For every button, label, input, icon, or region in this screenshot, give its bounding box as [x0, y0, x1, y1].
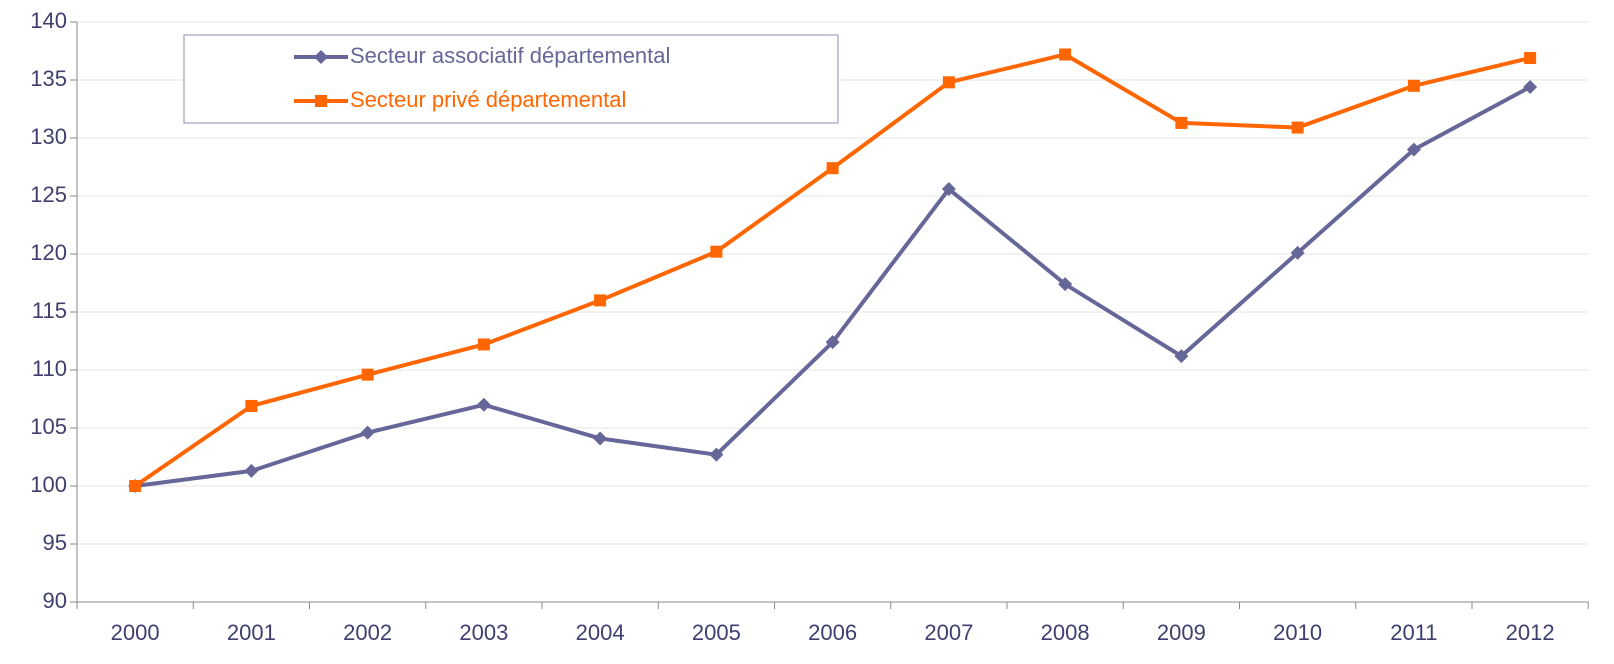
marker [826, 162, 839, 175]
x-tick-label: 2001 [227, 620, 276, 645]
marker [594, 294, 607, 307]
marker [314, 50, 328, 64]
x-tick-label: 2011 [1390, 620, 1437, 645]
marker [941, 182, 956, 197]
marker [1175, 116, 1188, 129]
y-tick-label: 135 [30, 66, 67, 91]
x-tick-label: 2005 [692, 620, 741, 645]
marker [244, 463, 259, 478]
y-tick-label: 115 [32, 298, 67, 323]
x-tick-label: 2008 [1041, 620, 1090, 645]
y-tick-label: 120 [30, 240, 67, 265]
marker [1406, 142, 1421, 157]
y-tick-label: 140 [30, 8, 67, 33]
marker [1058, 277, 1073, 292]
marker [360, 425, 375, 440]
legend-label: Secteur associatif départemental [350, 43, 670, 68]
x-tick-label: 2000 [111, 620, 160, 645]
y-tick-label: 110 [32, 356, 67, 381]
y-tick-label: 125 [30, 182, 67, 207]
marker [245, 399, 258, 412]
marker [1523, 79, 1538, 94]
x-tick-label: 2003 [459, 620, 508, 645]
x-tick-label: 2002 [343, 620, 392, 645]
x-tick-label: 2006 [808, 620, 857, 645]
marker [710, 245, 723, 258]
marker [709, 447, 724, 462]
y-tick-label: 105 [30, 414, 67, 439]
x-tick-label: 2004 [576, 620, 625, 645]
marker [476, 397, 491, 412]
marker [129, 480, 142, 492]
series-line [134, 85, 1532, 488]
marker [1524, 51, 1537, 64]
x-tick-label: 2012 [1506, 620, 1555, 645]
marker [825, 335, 840, 350]
marker [1174, 349, 1189, 364]
marker [315, 95, 327, 107]
marker [1059, 48, 1072, 61]
x-tick-label: 2010 [1273, 620, 1322, 645]
x-tick-label: 2009 [1157, 620, 1206, 645]
marker [942, 76, 955, 89]
y-tick-label: 95 [43, 530, 67, 555]
marker [1291, 121, 1304, 134]
marker [361, 368, 374, 381]
legend-box [183, 34, 839, 124]
marker [477, 338, 490, 351]
marker [1407, 79, 1420, 92]
marker [1290, 245, 1305, 260]
marker [593, 431, 608, 446]
y-tick-label: 90 [43, 588, 67, 613]
legend-label: Secteur privé départemental [350, 87, 626, 112]
x-tick-label: 2007 [924, 620, 973, 645]
y-tick-label: 130 [30, 124, 67, 149]
y-tick-label: 100 [30, 472, 67, 497]
